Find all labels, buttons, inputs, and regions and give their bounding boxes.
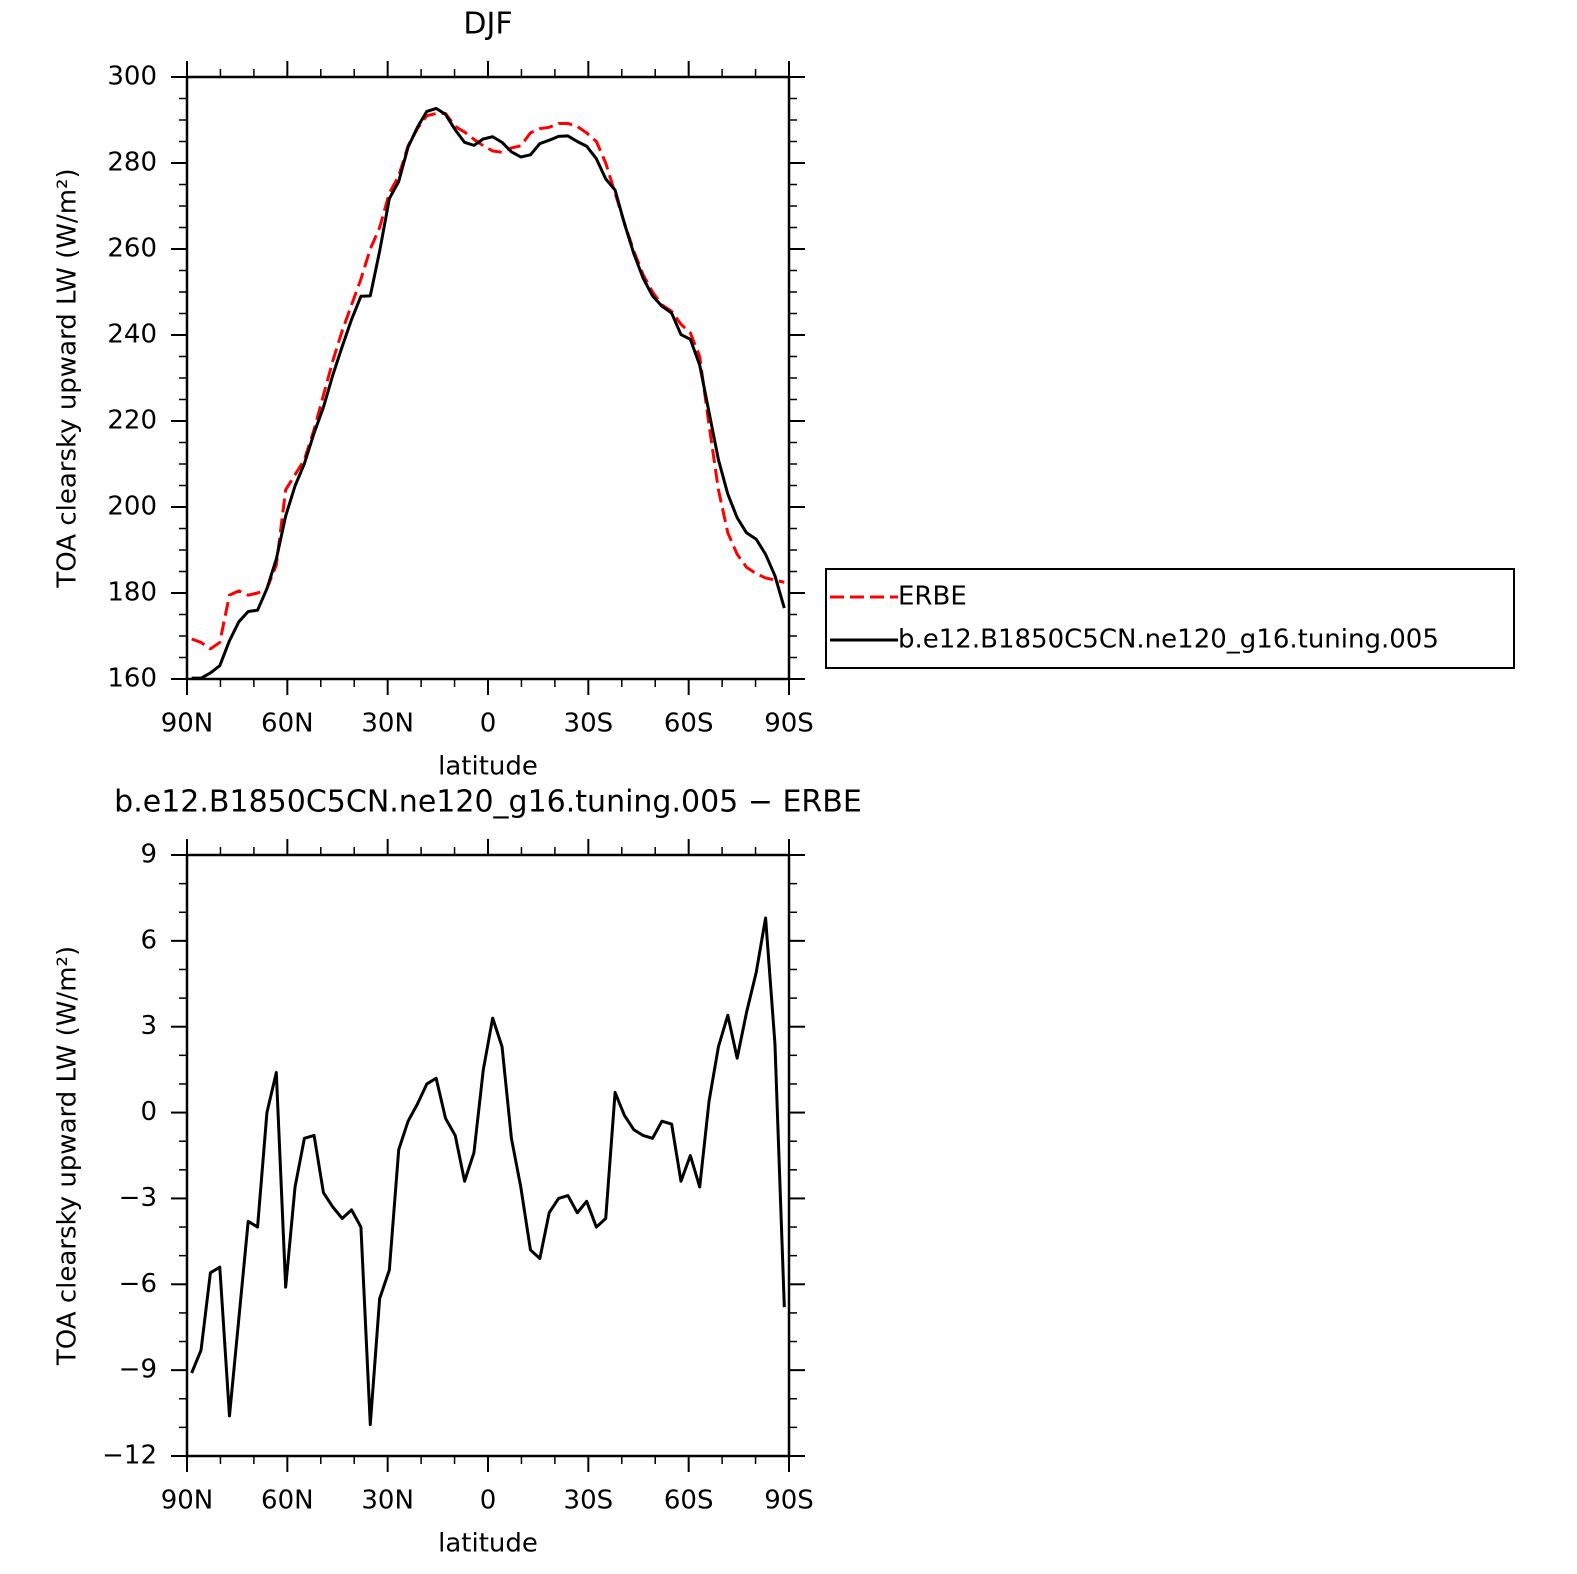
x-tick-label: 90N (161, 1486, 214, 1516)
y-tick-label: 0 (140, 1097, 157, 1127)
y-tick-label: −12 (102, 1441, 157, 1471)
data-line (191, 112, 785, 651)
data-line (190, 916, 786, 1427)
x-tick-label: 60N (261, 1486, 314, 1516)
y-tick-label: 240 (107, 320, 157, 350)
legend-label: b.e12.B1850C5CN.ne120_g16.tuning.005 (898, 625, 1439, 655)
plot-frame (185, 75, 791, 681)
chart-title: b.e12.B1850C5CN.ne120_g16.tuning.005 − E… (114, 785, 862, 820)
x-tick-label: 90S (764, 1486, 814, 1516)
y-tick-label: 200 (107, 492, 157, 522)
y-tick-label: −3 (119, 1183, 157, 1213)
x-tick-label: 30N (361, 1486, 414, 1516)
x-tick-label: 0 (480, 709, 497, 739)
y-tick-label: 3 (140, 1011, 157, 1041)
y-axis-label: TOA clearsky upward LW (W/m²) (53, 168, 83, 588)
plot-frame (185, 853, 791, 1458)
data-line (191, 106, 786, 680)
x-tick-label: 90S (764, 709, 814, 739)
y-tick-label: 9 (140, 840, 157, 870)
y-tick-label: 220 (107, 406, 157, 436)
x-axis-label: latitude (438, 1529, 538, 1559)
y-tick-label: 300 (107, 62, 157, 92)
x-tick-label: 60S (664, 709, 714, 739)
x-tick-label: 60S (664, 1486, 714, 1516)
y-tick-label: −6 (119, 1269, 157, 1299)
legend-box (825, 568, 1515, 669)
x-tick-label: 30N (361, 709, 414, 739)
y-tick-label: 160 (107, 664, 157, 694)
y-tick-label: 280 (107, 148, 157, 178)
x-tick-label: 0 (480, 1486, 497, 1516)
chart-title: DJF (463, 7, 512, 42)
y-tick-label: 6 (140, 925, 157, 955)
x-tick-label: 90N (161, 709, 214, 739)
x-axis-label: latitude (438, 752, 538, 782)
y-axis-label: TOA clearsky upward LW (W/m²) (53, 946, 83, 1366)
y-tick-label: 180 (107, 578, 157, 608)
y-tick-label: 260 (107, 234, 157, 264)
x-tick-label: 30S (564, 1486, 614, 1516)
legend-label: ERBE (898, 582, 967, 612)
y-tick-label: −9 (119, 1355, 157, 1385)
x-tick-label: 30S (564, 709, 614, 739)
x-tick-label: 60N (261, 709, 314, 739)
